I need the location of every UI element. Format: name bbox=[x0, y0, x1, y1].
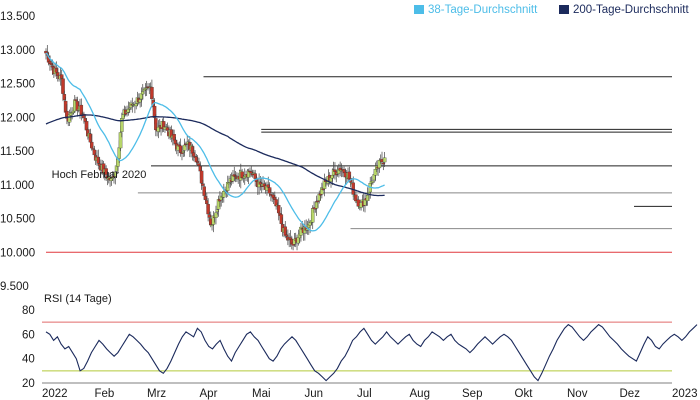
y-tick-label: 9.500 bbox=[0, 281, 29, 293]
legend-swatch-ma38 bbox=[414, 5, 424, 14]
rsi-y-tick-label: 60 bbox=[22, 329, 35, 341]
legend: 38-Tage-Durchschnitt 200-Tage-Durchschni… bbox=[414, 4, 690, 16]
legend-label-ma38: 38-Tage-Durchschnitt bbox=[428, 4, 538, 16]
rsi-y-tick-label: 80 bbox=[22, 305, 35, 317]
candle-down bbox=[61, 78, 65, 94]
candle-down bbox=[150, 87, 154, 100]
y-tick-label: 12.500 bbox=[0, 79, 35, 91]
ma38-line bbox=[45, 52, 385, 232]
candle-down bbox=[276, 205, 281, 214]
y-tick-label: 13.000 bbox=[0, 45, 35, 57]
candle-up bbox=[118, 132, 123, 149]
x-tick-label: Dez bbox=[620, 388, 641, 400]
rsi-title: RSI (14 Tage) bbox=[44, 293, 112, 305]
y-tick-label: 12.000 bbox=[0, 112, 35, 124]
candle-up bbox=[182, 144, 187, 151]
x-tick-label: Mai bbox=[252, 388, 271, 400]
x-tick-label: Feb bbox=[95, 388, 115, 400]
y-tick-label: 11.000 bbox=[0, 180, 34, 192]
candle-down bbox=[90, 141, 94, 149]
rsi-y-tick-label: 20 bbox=[22, 378, 35, 390]
x-tick-label: 2023 bbox=[672, 388, 698, 400]
rsi-line bbox=[45, 323, 698, 382]
annotation-group: Hoch Februar 2020 bbox=[52, 169, 147, 181]
moving-averages bbox=[45, 52, 385, 232]
candle-down bbox=[199, 170, 204, 184]
y-tick-label: 11.500 bbox=[0, 146, 34, 158]
x-tick-label: Okt bbox=[515, 388, 534, 400]
candle-up bbox=[382, 157, 387, 163]
x-tick-label: Jul bbox=[357, 388, 372, 400]
rsi-y-tick-label: 40 bbox=[22, 354, 35, 366]
y-tick-label: 10.500 bbox=[0, 214, 35, 226]
ma200-line bbox=[45, 114, 385, 197]
legend-swatch-ma200 bbox=[559, 5, 569, 14]
x-tick-label: Aug bbox=[410, 388, 430, 400]
x-tick-label: Sep bbox=[462, 388, 482, 400]
main-y-axis: 13.500 13.000 12.500 12.000 11.500 11.000 10.5… bbox=[0, 11, 35, 293]
y-tick-label: 13.500 bbox=[0, 11, 35, 23]
x-tick-label: Nov bbox=[567, 388, 588, 400]
legend-label-ma200: 200-Tage-Durchschnitt bbox=[573, 4, 690, 16]
x-tick-label: Mrz bbox=[147, 388, 166, 400]
candle-down bbox=[152, 105, 157, 118]
rsi-y-axis: 80 60 40 20 bbox=[22, 305, 35, 390]
y-tick-label: 10.000 bbox=[0, 247, 35, 259]
candle-down bbox=[206, 203, 210, 215]
x-tick-label: Jun bbox=[305, 388, 324, 400]
candles bbox=[44, 45, 387, 251]
annotation-hoch-februar-2020: Hoch Februar 2020 bbox=[52, 169, 147, 181]
candle-up bbox=[214, 212, 218, 218]
x-tick-label: 2022 bbox=[42, 388, 68, 400]
x-tick-label: Apr bbox=[200, 388, 218, 400]
candle-down bbox=[92, 149, 97, 156]
x-axis: 2022 Feb Mrz Apr Mai Jun Jul Aug Sep Okt Nov Dez 202… bbox=[42, 388, 698, 400]
rsi-reference-lines bbox=[42, 321, 672, 372]
